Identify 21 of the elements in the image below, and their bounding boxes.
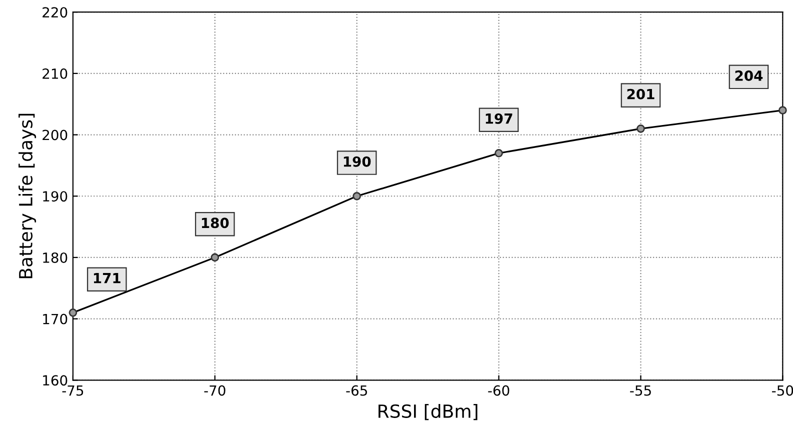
data-label: 204	[735, 70, 763, 81]
y-tick-label: 180	[43, 252, 68, 263]
x-axis-title: RSSI [dBm]	[378, 404, 478, 420]
x-tick-label: -50	[772, 385, 793, 396]
data-label: 201	[627, 88, 654, 100]
data-label: 171	[94, 273, 120, 284]
x-tick-label: -55	[630, 385, 651, 396]
y-axis-title: Battery Life [days]	[18, 114, 36, 278]
x-tick-label: -70	[204, 385, 226, 396]
x-tick-label: -60	[488, 385, 510, 396]
x-tick-label: -75	[62, 385, 84, 396]
data-label: 180	[202, 218, 229, 228]
x-tick-label: -65	[346, 385, 367, 396]
y-tick-label: 220	[42, 7, 68, 18]
y-tick-label: 190	[43, 191, 68, 202]
y-tick-label: 160	[43, 375, 68, 386]
data-label: 190	[344, 156, 371, 167]
data-label: 197	[486, 113, 512, 124]
y-tick-label: 200	[42, 130, 68, 140]
y-tick-label: 210	[42, 68, 68, 79]
y-tick-label: 170	[43, 314, 68, 324]
